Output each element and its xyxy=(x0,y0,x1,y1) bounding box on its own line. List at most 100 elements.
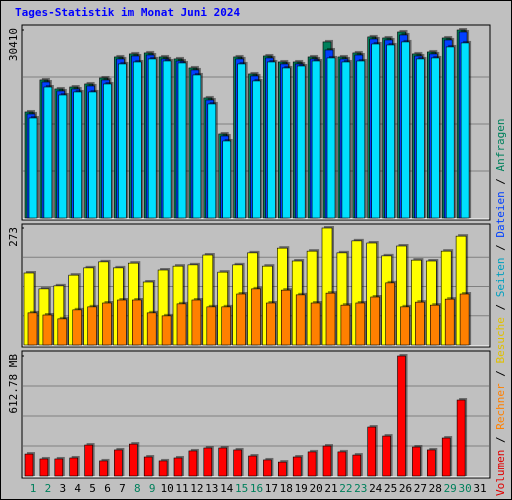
x-tick-label: 7 xyxy=(119,482,126,495)
bar xyxy=(88,91,97,219)
bar xyxy=(460,42,470,219)
bar xyxy=(102,302,112,346)
bar xyxy=(233,449,242,477)
x-tick-label: 3 xyxy=(59,482,66,495)
bar xyxy=(162,60,172,219)
bar xyxy=(173,457,183,477)
bar xyxy=(143,456,153,477)
y-tick-label: 273 xyxy=(7,227,20,247)
x-tick-label: 13 xyxy=(205,482,218,495)
bar xyxy=(456,399,466,477)
bar xyxy=(207,103,217,219)
bar xyxy=(69,457,78,477)
bar xyxy=(218,447,227,477)
x-tick-label: 11 xyxy=(175,482,188,495)
legend-separator: / xyxy=(494,430,507,450)
x-tick-label: 27 xyxy=(414,482,427,495)
bar xyxy=(412,446,421,477)
bar xyxy=(28,117,38,219)
bar xyxy=(444,298,455,346)
bar xyxy=(133,61,142,219)
bar xyxy=(459,293,470,346)
bar xyxy=(386,44,395,219)
x-tick-label: 21 xyxy=(324,482,337,495)
x-tick-label: 14 xyxy=(220,482,234,495)
bar xyxy=(400,306,410,346)
bar xyxy=(310,302,321,346)
bar xyxy=(445,46,455,219)
bar xyxy=(355,302,366,346)
bar xyxy=(132,299,142,346)
bar xyxy=(27,312,38,346)
bar xyxy=(236,293,246,346)
bar xyxy=(280,289,291,346)
legend-separator: / xyxy=(494,297,507,317)
bar xyxy=(251,288,261,346)
bar xyxy=(252,80,261,219)
bar xyxy=(367,426,377,477)
bar xyxy=(72,309,82,346)
legend-separator: / xyxy=(494,171,507,191)
x-tick-label: 9 xyxy=(149,482,156,495)
x-tick-label: 1 xyxy=(30,482,37,495)
bar xyxy=(267,61,276,219)
legend: Volumen / Rechner / Besuche / Seiten / D… xyxy=(494,118,507,496)
x-tick-label: 26 xyxy=(399,482,412,495)
bar xyxy=(311,60,321,219)
x-tick-label: 6 xyxy=(104,482,111,495)
x-tick-label: 4 xyxy=(74,482,81,495)
bar xyxy=(401,41,410,219)
x-tick-label: 22 xyxy=(339,482,352,495)
x-tick-label: 31 xyxy=(473,482,486,495)
x-tick-label: 23 xyxy=(354,482,367,495)
bar xyxy=(281,67,291,219)
bar xyxy=(352,454,362,477)
legend-entry: Besuche xyxy=(494,317,507,363)
bar xyxy=(397,355,406,477)
bar xyxy=(191,299,202,346)
bar xyxy=(326,57,336,219)
bar xyxy=(266,302,276,346)
bar xyxy=(295,294,306,346)
y-tick-label: 612.78 MB xyxy=(7,354,20,414)
bar xyxy=(430,57,440,219)
bar xyxy=(158,460,168,477)
bar xyxy=(39,458,49,477)
bar xyxy=(42,314,53,346)
bar xyxy=(296,65,306,219)
x-tick-label: 12 xyxy=(190,482,203,495)
bar xyxy=(292,456,302,477)
x-tick-label: 10 xyxy=(160,482,173,495)
bar xyxy=(84,444,93,477)
bar xyxy=(192,74,202,219)
bar xyxy=(263,459,272,477)
chart-title: Tages-Statistik im Monat Juni 2024 xyxy=(15,6,241,19)
bar xyxy=(277,461,287,477)
bar xyxy=(340,304,351,346)
bar xyxy=(161,315,172,346)
x-tick-label: 30 xyxy=(458,482,471,495)
bar xyxy=(325,292,336,346)
bar xyxy=(58,94,68,219)
x-tick-label: 24 xyxy=(369,482,383,495)
bar xyxy=(203,447,213,477)
bar xyxy=(43,86,53,219)
bar xyxy=(117,299,127,346)
bar xyxy=(415,301,425,346)
bar xyxy=(147,58,157,219)
bar xyxy=(371,43,381,219)
x-tick-label: 28 xyxy=(429,482,442,495)
x-tick-label: 20 xyxy=(309,482,322,495)
bar xyxy=(57,318,68,346)
bar xyxy=(177,62,187,219)
legend-entry: Volumen xyxy=(494,450,507,496)
bar xyxy=(382,435,391,477)
bar xyxy=(118,63,127,219)
bar xyxy=(307,451,317,477)
bar xyxy=(248,455,257,477)
bar xyxy=(188,450,198,477)
legend-entry: Rechner xyxy=(494,383,507,430)
legend-separator: / xyxy=(494,238,507,258)
bar xyxy=(146,312,157,346)
